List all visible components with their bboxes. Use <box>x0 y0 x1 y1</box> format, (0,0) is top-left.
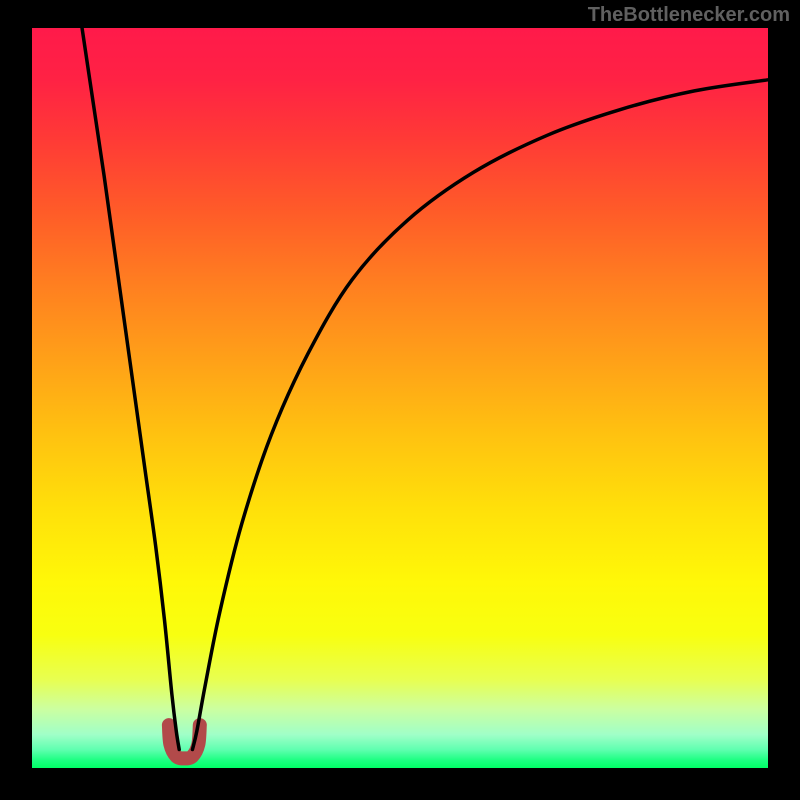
curve-left-branch <box>82 28 179 750</box>
curve-right-branch <box>192 80 768 750</box>
watermark-text: TheBottlenecker.com <box>588 4 790 27</box>
bottleneck-chart <box>32 28 768 768</box>
